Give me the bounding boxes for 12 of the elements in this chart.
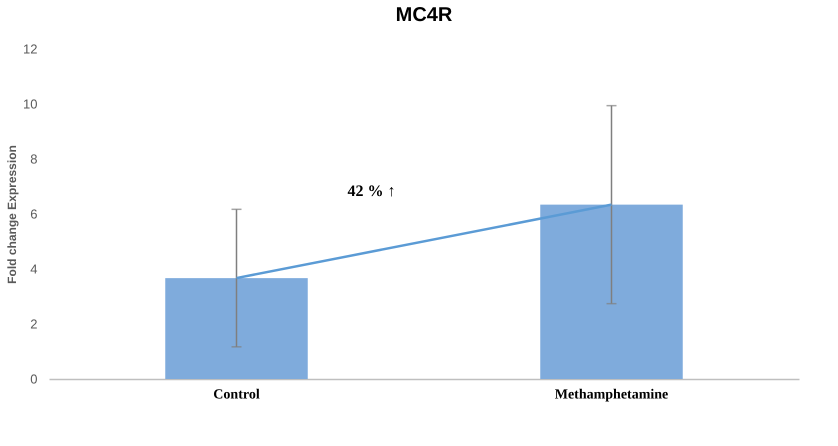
x-tick-label: Methamphetamine: [554, 388, 668, 402]
y-tick-label: 2: [30, 316, 38, 332]
y-axis-title: Fold change Expression: [5, 145, 20, 284]
annotation: 42 % ↑: [348, 182, 396, 200]
y-tick-label: 0: [30, 372, 38, 386]
y-tick-label: 12: [23, 42, 38, 56]
y-tick-label: 6: [30, 206, 38, 222]
y-tick-label: 4: [30, 262, 38, 276]
y-tick-label: 10: [23, 96, 38, 112]
x-tick-label: Control: [213, 388, 260, 402]
chart-title: MC4R: [396, 4, 453, 26]
y-tick-label: 8: [30, 152, 38, 166]
